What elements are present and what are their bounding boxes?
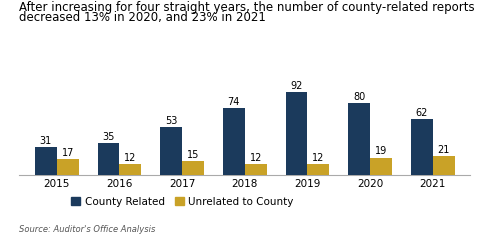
Text: 92: 92: [290, 81, 303, 91]
Bar: [286, 92, 308, 175]
Text: 21: 21: [438, 145, 450, 155]
Text: 17: 17: [61, 148, 74, 158]
Text: 12: 12: [312, 153, 324, 163]
Bar: [97, 143, 120, 175]
Text: decreased 13% in 2020, and 23% in 2021: decreased 13% in 2020, and 23% in 2021: [19, 11, 266, 24]
Text: 12: 12: [124, 153, 137, 163]
Text: Source: Auditor's Office Analysis: Source: Auditor's Office Analysis: [19, 225, 156, 234]
Text: 80: 80: [353, 92, 365, 102]
Bar: [348, 103, 370, 175]
Text: After increasing for four straight years, the number of county-related reports: After increasing for four straight years…: [19, 1, 475, 14]
Text: 62: 62: [416, 108, 428, 118]
Bar: [182, 161, 204, 175]
Bar: [411, 119, 433, 175]
Bar: [370, 158, 392, 175]
Bar: [35, 147, 57, 175]
Bar: [57, 159, 79, 175]
Text: 15: 15: [187, 150, 199, 160]
Legend: County Related, Unrelated to County: County Related, Unrelated to County: [67, 192, 298, 211]
Text: 35: 35: [102, 132, 115, 142]
Bar: [223, 108, 245, 175]
Text: 53: 53: [165, 116, 177, 126]
Text: 12: 12: [250, 153, 262, 163]
Text: 19: 19: [375, 147, 387, 156]
Text: 31: 31: [40, 136, 52, 146]
Bar: [120, 164, 142, 175]
Bar: [245, 164, 267, 175]
Text: 74: 74: [228, 97, 240, 107]
Bar: [433, 156, 455, 175]
Bar: [308, 164, 329, 175]
Bar: [160, 127, 182, 175]
